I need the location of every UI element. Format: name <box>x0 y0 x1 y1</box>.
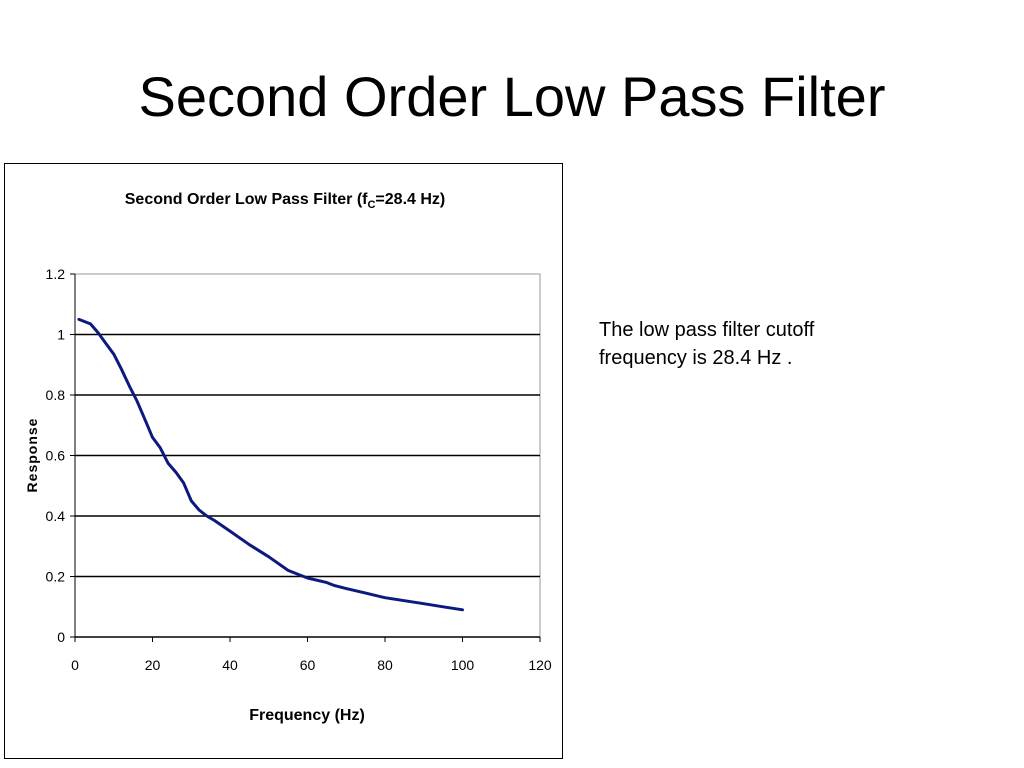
y-tick-label: 1.2 <box>46 266 66 282</box>
chart-title-main: Second Order Low Pass Filter (f <box>125 191 368 208</box>
y-axis-title: Response <box>24 418 40 493</box>
x-tick-label: 40 <box>222 657 238 673</box>
cutoff-note: The low pass filter cutoff frequency is … <box>599 319 815 369</box>
y-tick-label: 0 <box>57 629 65 645</box>
y-tick-label: 0.2 <box>46 569 66 585</box>
y-tick-label: 1 <box>57 327 65 343</box>
chart-title-subscript: C <box>367 199 375 211</box>
y-tick-label: 0.8 <box>46 387 66 403</box>
line-chart: Second Order Low Pass Filter (fC=28.4 Hz… <box>24 191 552 724</box>
x-tick-label: 60 <box>300 657 316 673</box>
slide-title: Second Order Low Pass Filter <box>138 65 886 128</box>
y-tick-label: 0.6 <box>46 448 66 464</box>
x-tick-label: 120 <box>528 657 552 673</box>
chart-title-end: =28.4 Hz) <box>375 191 445 208</box>
x-axis-title: Frequency (Hz) <box>249 707 365 724</box>
y-tick-label: 0.4 <box>46 508 66 524</box>
x-tick-label: 0 <box>71 657 79 673</box>
x-tick-label: 80 <box>377 657 393 673</box>
x-tick-label: 20 <box>145 657 161 673</box>
series-line <box>77 317 464 612</box>
x-tick-label: 100 <box>451 657 475 673</box>
chart-frame: Second Order Low Pass Filter (fC=28.4 Hz… <box>4 163 563 759</box>
chart-title: Second Order Low Pass Filter (fC=28.4 Hz… <box>125 191 445 211</box>
